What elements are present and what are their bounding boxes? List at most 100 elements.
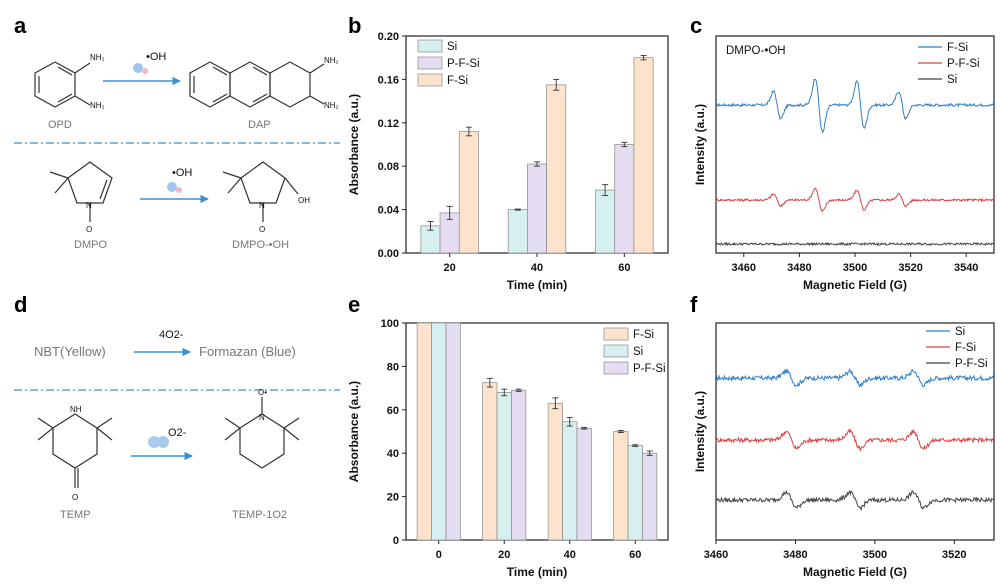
panel-label-e: e — [348, 292, 360, 317]
legend-swatch — [603, 361, 629, 375]
y-tick-label: 0.20 — [378, 31, 399, 43]
opd-structure — [34, 61, 76, 108]
legend-swatch — [417, 56, 443, 70]
bar-p-f-si — [614, 144, 635, 254]
temp-1o2-structure — [239, 413, 285, 469]
x-tick-label: 3520 — [898, 262, 922, 274]
x-tick-label: 40 — [564, 549, 576, 561]
reagent-oh-1: •OH — [146, 51, 166, 63]
temp-1o2-label: TEMP-1O2 — [232, 509, 287, 521]
spectrum-p-f-si — [715, 187, 995, 212]
legend-label: P-F-Si — [947, 58, 980, 70]
legend-swatch — [417, 73, 443, 87]
x-tick-label: 20 — [444, 262, 456, 274]
legend-label: Si — [955, 326, 965, 338]
y-tick-label: 80 — [387, 361, 399, 373]
panel-label-b: b — [348, 13, 361, 38]
dap-nh2-bottom: NH₂ — [324, 101, 339, 110]
x-tick-label: 3500 — [843, 262, 867, 274]
nh2-top: NH₂ — [90, 53, 105, 62]
reagent-oh-2: •OH — [172, 167, 192, 179]
x-tick-label: 3480 — [783, 549, 807, 561]
y-tick-label: 0.16 — [378, 74, 399, 86]
x-tick-label: 20 — [498, 549, 510, 561]
y-tick-label: 0.04 — [378, 205, 400, 217]
legend-label: Si — [947, 74, 957, 86]
temp-label: TEMP — [60, 509, 91, 521]
y-axis-title: Intensity (a.u.) — [693, 104, 707, 185]
x-tick-label: 60 — [618, 262, 630, 274]
legend-label: P-F-Si — [447, 58, 480, 70]
nbt-label: NBT(Yellow) — [34, 344, 106, 359]
bar-p-f-si — [511, 389, 527, 541]
dap-label: DAP — [248, 119, 271, 131]
formazan-label: Formazan (Blue) — [199, 344, 296, 359]
x-tick-label: 3460 — [704, 549, 728, 561]
legend-label: F-Si — [447, 75, 468, 87]
bar-f-si — [546, 84, 567, 254]
panel-label-d: d — [14, 292, 27, 317]
spectrum-f-si — [715, 428, 995, 453]
adduct-label: DMPO-•OH — [232, 239, 289, 251]
bar-si — [431, 322, 447, 541]
legend-swatch — [417, 39, 443, 53]
y-axis-title: Intensity (a.u.) — [693, 391, 707, 472]
chart-e: 0 20 40 60 80 100 0 20 40 60 Time (min) Absorbance … — [347, 318, 669, 579]
bar-si — [507, 209, 528, 254]
spectrum-f-si — [715, 78, 995, 134]
temp-structure — [52, 413, 98, 469]
plot-frame — [715, 322, 995, 541]
plot-frame — [405, 322, 669, 541]
bar-p-f-si — [642, 452, 658, 541]
reagent-o2: O2- — [168, 427, 187, 439]
reagent-4o2: 4O2- — [159, 329, 184, 341]
y-tick-label: 20 — [387, 492, 399, 504]
bar-si — [562, 421, 578, 541]
bar-p-f-si — [445, 322, 461, 541]
y-tick-label: 0.12 — [378, 118, 399, 130]
panel-a — [14, 61, 340, 222]
legend-label: F-Si — [955, 342, 976, 354]
opd-label: OPD — [48, 119, 72, 131]
bar-f-si — [458, 131, 479, 254]
dap-nh2-top: NH₂ — [324, 56, 339, 65]
bar-p-f-si — [576, 427, 592, 541]
y-tick-label: 0.00 — [378, 248, 399, 260]
y-tick-label: 100 — [381, 318, 399, 330]
temp-n: N — [259, 413, 265, 422]
temp-o: O — [72, 493, 78, 502]
x-axis-title: Magnetic Field (G) — [803, 278, 907, 292]
spectrum-si — [715, 367, 995, 388]
x-tick-label: 3520 — [942, 549, 966, 561]
legend-label: P-F-Si — [633, 363, 666, 375]
panel-d: NBT(Yellow) Formazan (Blue) 4O2- O2- NH … — [14, 329, 340, 521]
legend-label: F-Si — [947, 42, 968, 54]
spectrum-p-f-si — [715, 489, 995, 512]
adduct-n: N — [259, 201, 265, 210]
bar-f-si — [547, 402, 563, 541]
y-axis-title: Absorbance (a.u.) — [347, 381, 361, 482]
temp-nh: NH — [70, 405, 82, 414]
bar-f-si — [633, 57, 654, 254]
x-axis-title: Time (min) — [507, 565, 567, 579]
legend-label: P-F-Si — [955, 358, 988, 370]
bar-si — [627, 445, 643, 541]
panel-label-a: a — [14, 13, 27, 38]
y-tick-label: 0 — [393, 535, 399, 547]
dmpo-structure — [67, 161, 113, 204]
bar-p-f-si — [527, 163, 547, 254]
panel-label-c: c — [690, 13, 702, 38]
chart-c: 3460 3480 3500 3520 3540 Magnetic Field (G) In… — [693, 35, 995, 292]
x-tick-label: 3480 — [787, 262, 811, 274]
y-tick-label: 60 — [387, 405, 399, 417]
temp-o-radical: O• — [258, 388, 267, 397]
y-tick-label: 40 — [387, 448, 399, 460]
dmpo-n: N — [86, 201, 92, 210]
dmpo-oh-structure — [240, 161, 286, 204]
o2-molecule-icon — [148, 436, 169, 448]
chart-b: 0.00 0.04 0.08 0.12 0.16 0.20 20 40 60 Time (min)… — [347, 31, 669, 292]
x-tick-label: 0 — [436, 549, 442, 561]
dap-structure — [189, 61, 325, 108]
bar-f-si — [482, 382, 498, 541]
